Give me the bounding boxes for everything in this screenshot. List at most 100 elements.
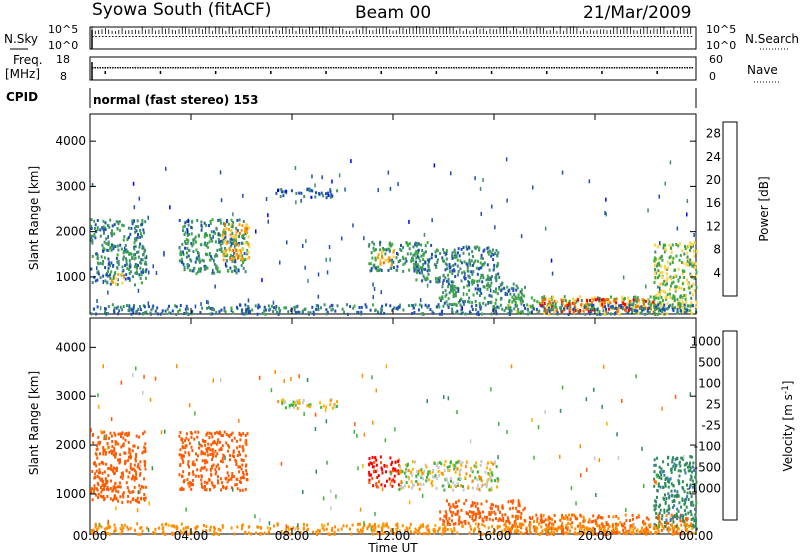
echo-cell xyxy=(468,258,471,262)
echo-cell xyxy=(200,466,203,470)
freq-mark xyxy=(139,67,142,69)
echo-cell xyxy=(607,523,610,527)
echo-cell xyxy=(453,256,456,259)
echo-cell xyxy=(672,294,675,298)
echo-cell xyxy=(492,268,495,272)
echo-cell xyxy=(107,474,110,478)
echo-cell xyxy=(232,451,235,455)
freq-mark xyxy=(503,67,505,69)
echo-cell xyxy=(507,520,510,524)
nsearch-mark xyxy=(650,36,652,37)
echo-cell xyxy=(111,449,114,453)
echo-cell xyxy=(220,249,223,253)
echo-cell xyxy=(170,524,173,528)
echo-cell xyxy=(251,308,254,312)
echo-cell xyxy=(188,481,191,484)
echo-cell xyxy=(682,518,685,522)
echo-cell xyxy=(217,533,220,536)
echo-cell xyxy=(566,517,569,521)
echo-cell xyxy=(373,469,376,473)
echo-cell xyxy=(101,488,104,492)
echo-cell xyxy=(214,449,217,453)
echo-cell xyxy=(280,530,283,533)
echo-cell xyxy=(185,432,188,436)
echo-cell xyxy=(138,435,141,439)
echo-cell xyxy=(445,257,448,261)
echo-cell xyxy=(125,481,128,485)
echo-cell xyxy=(238,450,240,454)
echo-cell xyxy=(444,478,447,482)
echo-cell xyxy=(134,256,137,260)
echo-cell xyxy=(169,205,171,210)
nsearch-mark xyxy=(399,36,402,37)
nsearch-mark xyxy=(486,36,489,37)
echo-cell xyxy=(451,269,454,273)
echo-cell xyxy=(139,266,142,270)
echo-cell xyxy=(135,477,138,480)
freq-mark xyxy=(531,67,533,69)
echo-cell xyxy=(114,245,117,249)
echo-cell xyxy=(308,189,311,193)
echo-cell xyxy=(646,298,649,302)
echo-cell xyxy=(119,460,122,464)
echo-cell xyxy=(528,521,531,524)
echo-cell xyxy=(321,523,324,527)
echo-cell xyxy=(678,258,681,262)
echo-cell xyxy=(678,481,680,485)
echo-cell xyxy=(218,467,221,471)
echo-cell xyxy=(509,507,512,511)
echo-cell xyxy=(501,504,504,508)
freq-mark xyxy=(445,67,448,69)
echo-cell xyxy=(643,528,646,532)
freq-mark xyxy=(332,67,335,69)
freq-mark xyxy=(124,67,127,69)
echo-cell xyxy=(384,484,386,488)
echo-cell xyxy=(402,246,405,249)
echo-cell xyxy=(448,517,451,521)
echo-cell xyxy=(422,253,425,257)
freq-mark xyxy=(327,67,330,69)
echo-cell xyxy=(447,279,450,283)
echo-cell xyxy=(137,307,140,311)
echo-cell xyxy=(200,444,203,448)
echo-cell xyxy=(427,478,430,482)
echo-cell xyxy=(515,284,518,288)
echo-cell xyxy=(90,428,92,433)
echo-cell xyxy=(114,467,117,471)
echo-cell xyxy=(424,267,427,271)
echo-cell xyxy=(512,288,515,292)
echo-cell xyxy=(521,293,524,297)
echo-cell xyxy=(439,517,442,521)
echo-cell xyxy=(216,431,219,434)
echo-cell xyxy=(671,303,674,307)
echo-cell xyxy=(365,305,368,309)
echo-cell xyxy=(441,256,444,260)
echo-cell xyxy=(329,188,332,191)
echo-cell xyxy=(461,271,464,275)
echo-cell xyxy=(110,434,113,438)
echo-cell xyxy=(390,529,393,533)
echo-cell xyxy=(408,247,411,251)
echo-cell xyxy=(129,462,132,466)
echo-cell xyxy=(457,477,460,481)
echo-cell xyxy=(599,516,602,519)
echo-cell xyxy=(325,308,328,312)
echo-cell xyxy=(199,443,202,447)
echo-cell xyxy=(119,527,122,531)
freq-mark xyxy=(418,67,420,69)
echo-cell xyxy=(416,469,419,473)
echo-cell xyxy=(459,299,461,303)
echo-cell xyxy=(195,458,198,462)
echo-cell xyxy=(255,531,258,535)
echo-cell xyxy=(130,252,133,256)
echo-cell xyxy=(669,284,672,288)
echo-cell xyxy=(462,251,465,255)
echo-cell xyxy=(451,251,454,255)
echo-cell xyxy=(417,308,420,312)
echo-cell xyxy=(605,307,607,311)
echo-cell xyxy=(688,261,691,265)
echo-cell xyxy=(313,312,315,316)
echo-cell xyxy=(212,234,214,239)
nsky-panel-frame xyxy=(89,26,697,50)
